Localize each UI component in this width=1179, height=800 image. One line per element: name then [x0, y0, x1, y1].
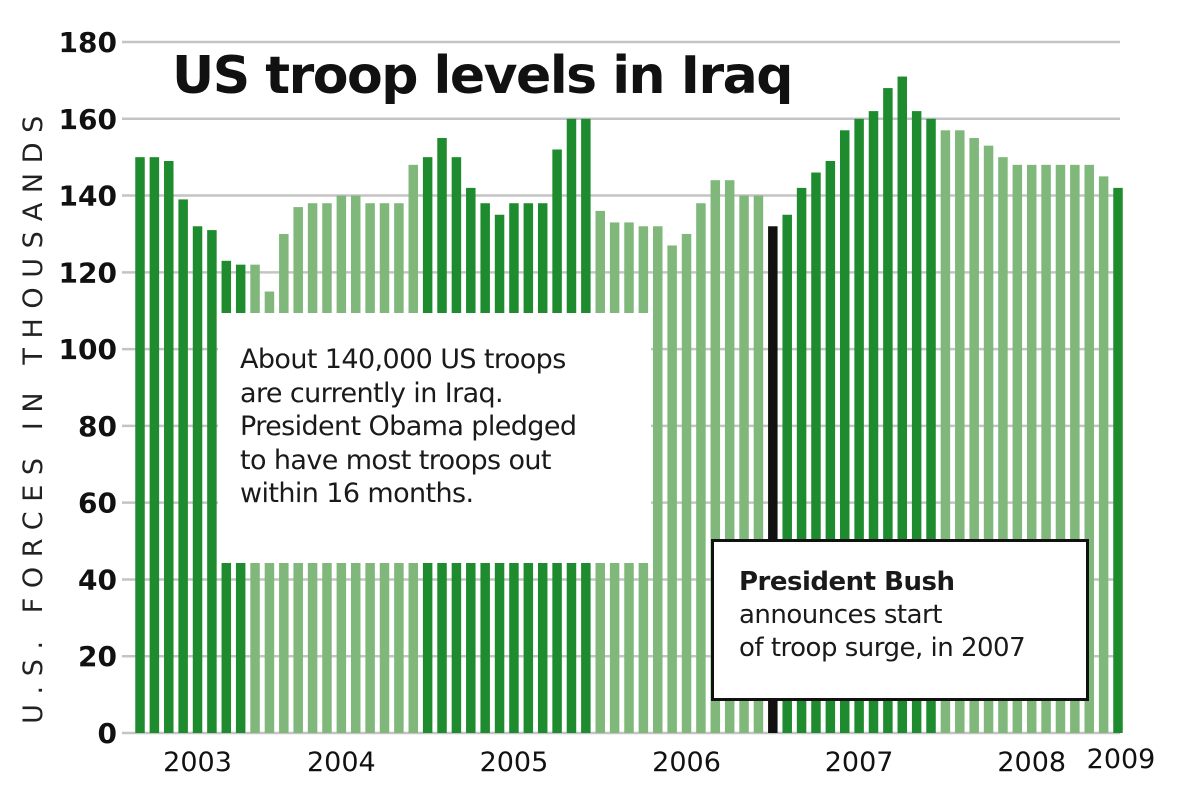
bush-line: announces start: [739, 600, 942, 630]
bar: [1070, 164, 1080, 733]
note-line: About 140,000 US troops: [240, 344, 566, 375]
bar: [854, 118, 864, 734]
bar: [1055, 164, 1066, 733]
y-tick-label: 180: [59, 26, 117, 59]
bar: [739, 195, 749, 734]
bar: [1041, 164, 1051, 733]
x-tick-label: 2009: [1087, 744, 1156, 775]
x-tick-label: 2006: [652, 747, 721, 778]
bar: [696, 203, 706, 733]
bar: [135, 157, 145, 733]
y-tick-labels: 0 20 40 60 80 100 120 140 160 180: [59, 26, 117, 750]
note-line: to have most troops out: [240, 444, 552, 476]
x-tick-label: 2004: [307, 747, 376, 778]
x-tick-labels: 2003 2004 2005 2006 2007 2008 2009: [163, 744, 1155, 778]
bush-title: President Bush: [739, 567, 955, 597]
y-tick-label: 120: [59, 256, 117, 289]
y-tick-label: 100: [59, 333, 117, 366]
bar: [1084, 164, 1094, 733]
y-tick-label: 20: [78, 640, 117, 673]
obama-note-box: About 140,000 US troops are currently in…: [218, 313, 651, 563]
x-tick-label: 2008: [997, 747, 1066, 778]
bar: [911, 111, 922, 734]
chart-title: US troop levels in Iraq: [172, 46, 793, 106]
bar: [1026, 164, 1037, 733]
bar: [724, 180, 735, 733]
x-tick-label: 2007: [825, 747, 894, 778]
bar: [768, 226, 778, 733]
bar: [897, 76, 908, 734]
x-tick-label: 2005: [480, 747, 549, 778]
bar: [955, 130, 965, 734]
bar: [825, 161, 836, 733]
y-tick-label: 0: [98, 717, 117, 750]
bar: [1113, 187, 1123, 733]
bar: [1012, 164, 1023, 733]
bar: [149, 157, 160, 733]
bush-surge-callout: President Bush announces start of troop …: [711, 539, 1089, 701]
note-line: President Obama pledged: [240, 411, 577, 442]
y-tick-label: 160: [59, 103, 117, 136]
note-line: are currently in Iraq.: [240, 377, 504, 409]
y-tick-label: 40: [78, 563, 117, 596]
y-tick-label: 80: [78, 410, 117, 443]
y-tick-label: 140: [59, 180, 117, 213]
bar: [811, 172, 821, 733]
bar: [883, 88, 893, 734]
bush-line: of troop surge, in 2007: [739, 633, 1026, 663]
bar: [164, 161, 174, 733]
bar: [868, 111, 879, 734]
bar: [653, 226, 663, 733]
bar: [983, 145, 994, 733]
bar: [178, 199, 188, 734]
y-tick-label: 60: [78, 487, 117, 520]
bar: [839, 130, 850, 734]
bar: [796, 187, 807, 733]
bar: [753, 195, 764, 734]
bar: [1098, 176, 1109, 734]
bar: [998, 157, 1008, 733]
y-axis-label: U.S. FORCES IN THOUSANDS: [18, 106, 49, 724]
x-tick-label: 2003: [163, 747, 232, 778]
note-line: within 16 months.: [240, 478, 474, 509]
bar: [681, 233, 692, 733]
bar: [940, 130, 951, 734]
bar: [667, 245, 677, 733]
bar: [926, 118, 936, 734]
bar: [782, 214, 792, 733]
bar: [207, 230, 217, 733]
bar: [192, 226, 203, 733]
bar: [710, 180, 721, 733]
bar: [969, 137, 979, 733]
